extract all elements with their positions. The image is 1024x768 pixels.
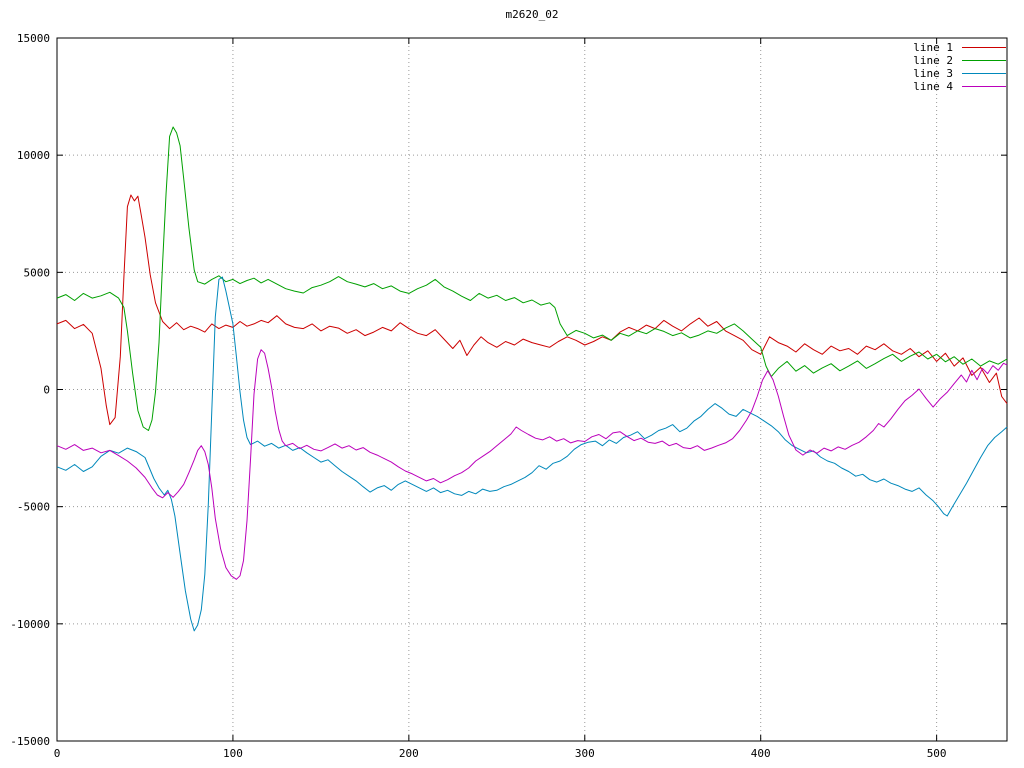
legend-line-sample bbox=[962, 47, 1006, 48]
y-tick-label: 15000 bbox=[17, 32, 50, 45]
y-tick-label: -10000 bbox=[10, 618, 50, 631]
x-tick-label: 200 bbox=[399, 747, 419, 760]
legend-entry: line 3 bbox=[913, 68, 1006, 79]
series-line-3 bbox=[56, 276, 1008, 632]
x-tick-label: 100 bbox=[223, 747, 243, 760]
legend-label: line 4 bbox=[913, 80, 953, 93]
x-tick-label: 0 bbox=[54, 747, 61, 760]
series-line-4 bbox=[56, 349, 1008, 580]
series-line-2 bbox=[56, 126, 1008, 431]
chart-title: m2620_02 bbox=[505, 8, 559, 21]
legend: line 1 line 2 line 3 line 4 bbox=[913, 42, 1006, 92]
x-tick-label: 500 bbox=[927, 747, 947, 760]
series-line-1 bbox=[56, 194, 1008, 426]
legend-entry: line 4 bbox=[913, 81, 1006, 92]
legend-label: line 3 bbox=[913, 67, 953, 80]
legend-entry: line 2 bbox=[913, 55, 1006, 66]
y-tick-label: 5000 bbox=[24, 266, 51, 279]
legend-label: line 1 bbox=[913, 41, 953, 54]
legend-entry: line 1 bbox=[913, 42, 1006, 53]
legend-line-sample bbox=[962, 73, 1006, 74]
plot-border bbox=[56, 37, 1008, 742]
x-tick-label: 400 bbox=[751, 747, 771, 760]
x-tick-label: 300 bbox=[575, 747, 595, 760]
legend-line-sample bbox=[962, 86, 1006, 87]
legend-label: line 2 bbox=[913, 54, 953, 67]
y-tick-label: 0 bbox=[43, 384, 50, 397]
y-tick-label: -5000 bbox=[17, 501, 50, 514]
y-tick-label: 10000 bbox=[17, 149, 50, 162]
y-tick-label: -15000 bbox=[10, 735, 50, 748]
legend-line-sample bbox=[962, 60, 1006, 61]
